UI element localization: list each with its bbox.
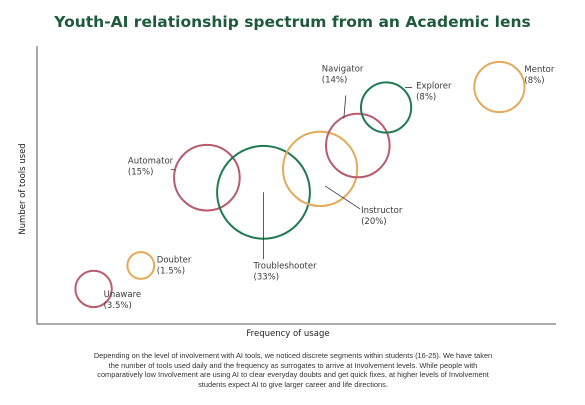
label-name-navigator: Navigator	[322, 65, 364, 75]
label-name-troubleshooter: Troubleshooter	[253, 261, 318, 271]
label-share-navigator: (14%)	[322, 76, 348, 86]
bubble-instructor	[282, 130, 359, 207]
label-unaware: Unaware (3.5%)	[104, 290, 142, 311]
label-share-instructor: (20%)	[361, 217, 387, 227]
chart-title: Youth-AI relationship spectrum from an A…	[54, 13, 531, 31]
label-share-automator: (15%)	[128, 168, 154, 178]
label-automator: Automator (15%)	[128, 157, 174, 178]
label-troubleshooter: Troubleshooter (33%)	[253, 261, 318, 282]
label-name-explorer: Explorer	[416, 82, 452, 92]
label-navigator: Navigator (14%)	[322, 65, 364, 86]
label-mentor: Mentor (8%)	[524, 65, 554, 86]
bubble-navigator	[325, 112, 391, 179]
bubble-mentor	[473, 60, 526, 114]
label-share-unaware: (3.5%)	[104, 301, 132, 311]
bubble-automator	[173, 143, 241, 212]
leader-navigator	[343, 95, 347, 119]
bubble-layer	[74, 60, 526, 309]
label-share-doubter: (1.5%)	[157, 267, 185, 277]
label-share-explorer: (8%)	[416, 93, 436, 103]
label-share-troubleshooter: (33%)	[254, 272, 280, 282]
y-axis-label: Number of tools used	[18, 143, 28, 235]
bubble-explorer	[360, 81, 413, 134]
label-instructor: Instructor (20%)	[361, 206, 403, 227]
x-axis-label: Frequency of usage	[246, 329, 330, 339]
label-share-mentor: (8%)	[524, 76, 544, 86]
chart-caption: Depending on the level of involvement wi…	[93, 351, 493, 389]
label-name-instructor: Instructor	[361, 206, 403, 216]
leader-lines	[170, 87, 413, 260]
label-name-mentor: Mentor	[524, 65, 554, 75]
label-explorer: Explorer (8%)	[416, 82, 452, 103]
label-name-unaware: Unaware	[104, 290, 142, 300]
label-doubter: Doubter (1.5%)	[157, 256, 192, 277]
bubble-doubter	[126, 251, 156, 280]
leader-instructor	[324, 185, 361, 210]
label-name-doubter: Doubter	[157, 256, 192, 266]
bubble-labels: Unaware (3.5%) Doubter (1.5%) Automator (15%)…	[104, 65, 555, 311]
bubble-unaware	[74, 269, 113, 309]
label-name-automator: Automator	[128, 157, 174, 167]
